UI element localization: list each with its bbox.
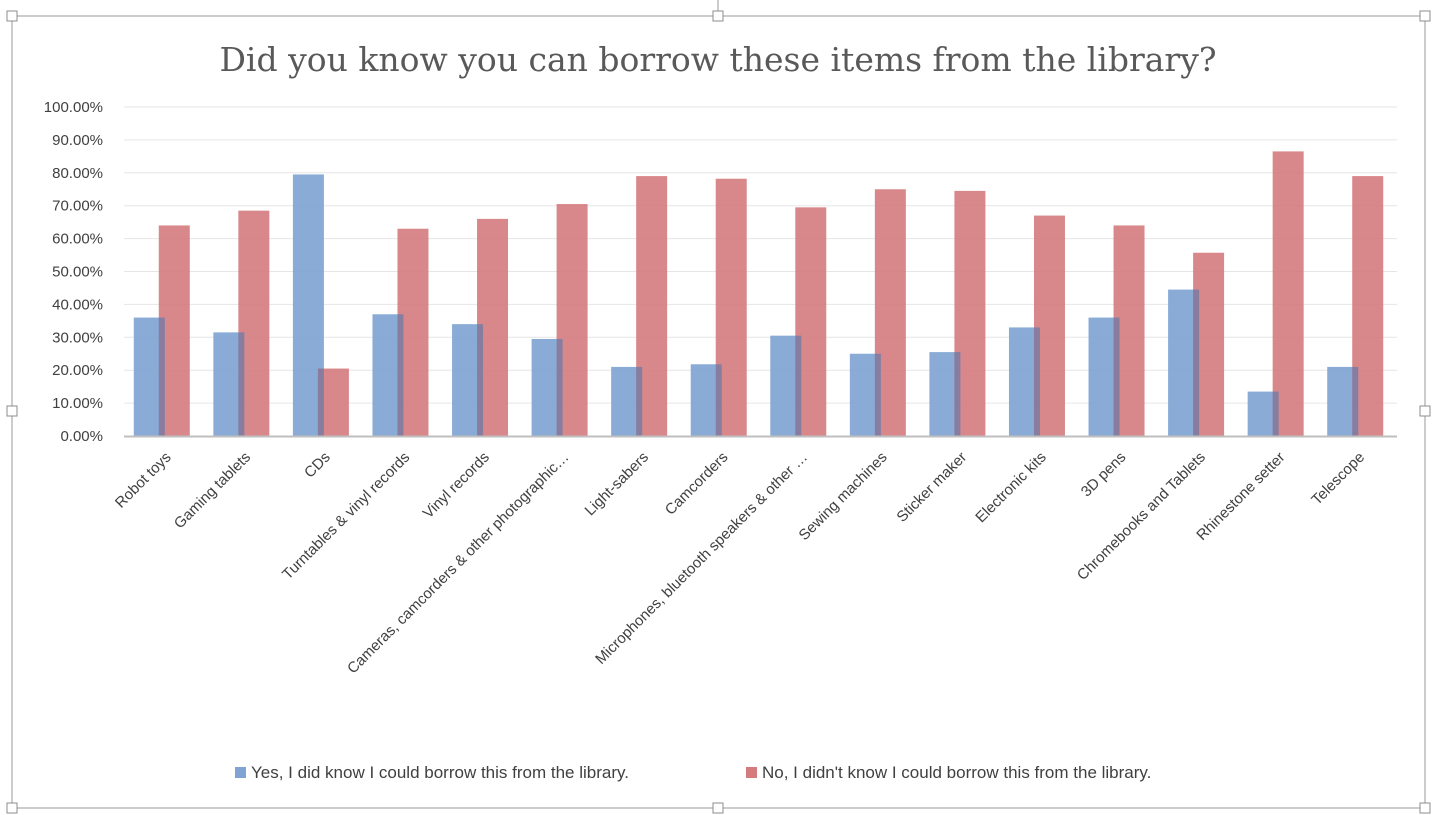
y-tick-label: 60.00% [52, 231, 103, 248]
bar-overlap [158, 317, 165, 436]
resize-handle-bottom-center[interactable] [712, 802, 724, 814]
bar-overlap [874, 353, 881, 436]
y-tick-label: 50.00% [52, 264, 103, 281]
resize-handle-middle-right[interactable] [1419, 405, 1431, 417]
chart-title: Did you know you can borrow these items … [219, 40, 1216, 79]
bar-overlap [1352, 366, 1359, 436]
y-tick-label: 70.00% [52, 198, 103, 215]
bar-overlap [317, 368, 324, 436]
bar-overlap [556, 338, 563, 436]
bar-overlap [636, 366, 643, 436]
bar-overlap [715, 364, 722, 436]
y-tick-label: 20.00% [52, 362, 103, 379]
resize-handle-top-left[interactable] [6, 10, 18, 22]
bar-overlap [238, 332, 245, 436]
bar-overlap [954, 352, 961, 436]
legend-label-yes: Yes, I did know I could borrow this from… [251, 763, 629, 782]
resize-handle-bottom-right[interactable] [1419, 802, 1431, 814]
bars [133, 151, 1384, 437]
y-tick-label: 0.00% [60, 428, 103, 445]
y-tick-label: 40.00% [52, 296, 103, 313]
resize-handle-middle-left[interactable] [6, 405, 18, 417]
resize-handle-top-right[interactable] [1419, 10, 1431, 22]
legend-swatch-yes [235, 767, 246, 778]
bar-overlap [795, 335, 802, 436]
bar-overlap [1033, 327, 1040, 436]
bar-overlap [477, 324, 484, 436]
legend: Yes, I did know I could borrow this from… [235, 763, 1151, 782]
bar-overlap [1113, 317, 1120, 436]
bar-overlap [397, 314, 404, 436]
y-tick-label: 10.00% [52, 395, 103, 412]
y-tick-label: 100.00% [44, 99, 103, 116]
resize-handle-top-center[interactable] [712, 10, 724, 22]
y-tick-label: 30.00% [52, 329, 103, 346]
bar-overlap [1193, 289, 1200, 436]
bar-overlap [1272, 391, 1279, 436]
y-tick-label: 80.00% [52, 165, 103, 182]
resize-handle-bottom-left[interactable] [6, 802, 18, 814]
legend-label-no: No, I didn't know I could borrow this fr… [762, 763, 1151, 782]
legend-swatch-no [746, 767, 757, 778]
y-axis-tick-labels: 0.00% 10.00% 20.00% 30.00% 40.00% 50.00% 60.00… [44, 99, 103, 445]
y-tick-label: 90.00% [52, 132, 103, 149]
bar-no [1272, 151, 1304, 437]
